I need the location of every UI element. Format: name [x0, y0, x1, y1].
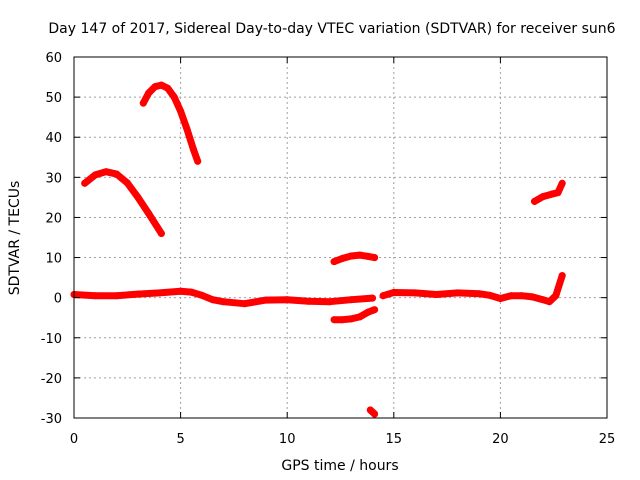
data-point — [347, 252, 355, 260]
data-point — [305, 297, 312, 305]
data-point — [369, 294, 376, 302]
x-axis-label: GPS time / hours — [281, 458, 398, 474]
series-line-arc-a — [81, 168, 165, 237]
grid — [74, 57, 607, 418]
data-point — [155, 289, 163, 297]
data-point — [177, 287, 185, 295]
y-tick-label: 60 — [45, 51, 62, 66]
y-tick-label: 50 — [45, 91, 62, 106]
data-point — [151, 83, 159, 91]
data-point — [356, 313, 364, 321]
series-line-arc-b — [139, 81, 202, 165]
x-tick-label: 5 — [176, 432, 184, 447]
data-point — [347, 315, 355, 323]
data-series — [70, 81, 566, 418]
y-tick-label: 40 — [45, 131, 62, 146]
data-point — [339, 316, 347, 324]
chart-title: Day 147 of 2017, Sidereal Day-to-day VTE… — [48, 21, 615, 37]
data-point — [209, 296, 217, 304]
axis-ticks: 0 5 10 15 20 25 -30 -20 -10 0 10 20 30 40 50 60 — [41, 51, 616, 447]
data-point — [283, 296, 291, 304]
data-point — [347, 296, 355, 304]
data-point — [198, 291, 206, 299]
data-point — [558, 179, 566, 187]
plot-frame — [73, 56, 608, 419]
data-point — [219, 298, 227, 306]
data-point — [371, 410, 379, 418]
data-point — [145, 209, 153, 217]
data-point — [134, 290, 142, 298]
data-point — [123, 179, 131, 187]
data-point — [187, 288, 195, 296]
data-point — [91, 171, 99, 179]
data-point — [364, 308, 372, 316]
x-tick-label: 25 — [599, 432, 616, 447]
data-point — [486, 291, 494, 299]
y-tick-label: 10 — [45, 252, 62, 267]
data-point — [170, 93, 178, 101]
data-point — [475, 290, 483, 298]
data-point — [262, 296, 270, 304]
data-point — [432, 291, 440, 298]
data-point — [518, 292, 526, 300]
data-point — [528, 293, 536, 301]
data-point — [539, 296, 547, 304]
data-point — [330, 316, 338, 324]
data-point — [539, 193, 547, 201]
data-point — [356, 251, 364, 259]
data-point — [411, 289, 419, 297]
data-point — [177, 107, 185, 115]
data-point — [81, 179, 89, 187]
data-point — [545, 298, 553, 306]
data-point — [113, 292, 121, 300]
x-tick-label: 15 — [386, 432, 403, 447]
data-point — [189, 145, 197, 153]
data-point — [241, 300, 249, 308]
data-point — [454, 289, 462, 297]
data-point — [339, 254, 347, 262]
y-tick-label: 0 — [54, 292, 62, 307]
data-point — [183, 125, 191, 133]
y-tick-label: -20 — [41, 372, 62, 387]
data-point — [554, 189, 562, 197]
x-tick-label: 0 — [70, 432, 78, 447]
y-axis-label: SDTVAR / TECUs — [7, 181, 23, 296]
data-point — [326, 298, 334, 306]
data-point — [558, 272, 566, 280]
data-point — [390, 289, 398, 296]
data-point — [364, 252, 372, 260]
data-point — [330, 258, 338, 266]
x-tick-label: 20 — [492, 432, 509, 447]
data-point — [145, 89, 153, 97]
y-tick-label: 20 — [45, 211, 62, 226]
y-tick-label: -30 — [41, 412, 62, 427]
data-point — [113, 170, 121, 178]
data-point — [194, 157, 202, 165]
data-point — [496, 295, 504, 302]
x-tick-label: 10 — [279, 432, 296, 447]
data-point — [134, 193, 142, 201]
data-point — [371, 306, 379, 314]
data-point — [102, 168, 110, 176]
data-point — [371, 254, 379, 262]
data-point — [164, 84, 172, 92]
y-tick-label: -10 — [41, 332, 62, 347]
data-point — [379, 292, 387, 300]
data-point — [157, 81, 165, 89]
data-point — [548, 190, 556, 198]
data-point — [552, 292, 560, 300]
data-point — [139, 99, 147, 107]
data-point — [157, 230, 165, 237]
data-point — [507, 292, 515, 300]
data-point — [91, 292, 99, 300]
y-tick-label: 30 — [45, 171, 62, 186]
data-point — [531, 197, 538, 205]
